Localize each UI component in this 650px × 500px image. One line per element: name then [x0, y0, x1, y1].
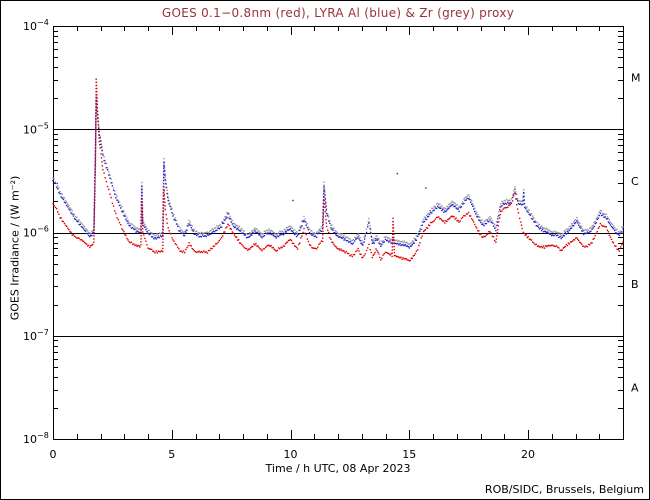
- svg-text:10−6: 10−6: [23, 225, 49, 240]
- stray-points: [292, 172, 427, 202]
- svg-text:10−4: 10−4: [23, 18, 49, 33]
- x-axis-label: Time / h UTC, 08 Apr 2023: [265, 462, 411, 475]
- series-lyra-zr-proxy: [52, 93, 624, 245]
- svg-text:M: M: [631, 72, 641, 85]
- svg-text:10−5: 10−5: [23, 121, 49, 136]
- attribution-text: ROB/SIDC, Brussels, Belgium: [484, 483, 644, 496]
- plot-border: [53, 26, 624, 440]
- svg-text:10−7: 10−7: [23, 328, 49, 343]
- svg-text:10: 10: [284, 448, 298, 461]
- svg-text:C: C: [631, 175, 639, 188]
- flare-class-labels: M C B A: [631, 72, 641, 395]
- y-axis-label: GOES Irradiance / (W m⁻²): [8, 175, 22, 321]
- svg-text:0: 0: [50, 448, 57, 461]
- x-tick-labels: 0 5 10 15 20: [50, 448, 536, 461]
- svg-text:15: 15: [402, 448, 416, 461]
- svg-text:20: 20: [521, 448, 535, 461]
- svg-text:B: B: [631, 278, 639, 291]
- svg-text:5: 5: [168, 448, 175, 461]
- series-goes-0-1-0-8nm: [52, 78, 624, 262]
- series-lyra-al-proxy: [52, 96, 624, 249]
- chart-title: GOES 0.1−0.8nm (red), LYRA Al (blue) & Z…: [161, 6, 515, 20]
- svg-text:A: A: [631, 381, 639, 394]
- svg-text:10−8: 10−8: [23, 431, 49, 446]
- y-tick-labels: 10−4 10−5 10−6 10−7 10−8: [23, 18, 49, 446]
